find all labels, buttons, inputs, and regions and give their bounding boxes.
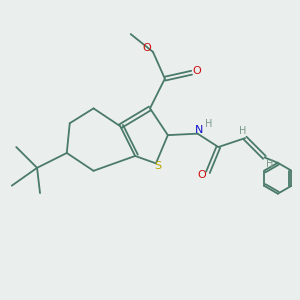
Text: H: H <box>266 159 274 169</box>
Text: O: O <box>143 44 152 53</box>
Text: S: S <box>154 161 161 171</box>
Text: H: H <box>239 126 246 136</box>
Text: O: O <box>193 66 201 76</box>
Text: N: N <box>195 125 203 135</box>
Text: O: O <box>198 170 206 180</box>
Text: H: H <box>205 119 212 129</box>
